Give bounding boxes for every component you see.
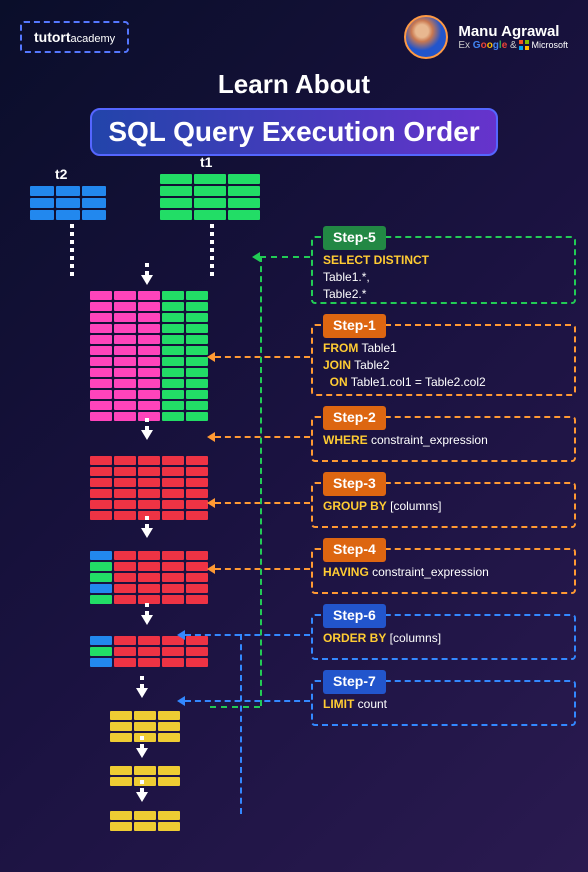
step-label: Step-6	[323, 604, 386, 628]
grid-limit2	[110, 811, 180, 831]
diagram-canvas: t2 t1 Step-5SELECT DISTINCTTable1.*,Tabl…	[0, 156, 588, 856]
arrow-down-icon	[136, 792, 148, 802]
step-label: Step-4	[323, 538, 386, 562]
flow-line	[70, 224, 74, 279]
step-2: Step-2WHERE constraint_expression	[311, 416, 576, 462]
arrow-left-icon	[207, 498, 215, 508]
connector-routed	[210, 706, 260, 708]
author-name: Manu Agrawal	[458, 23, 568, 40]
author-sub: Ex Google & Microsoft	[458, 40, 568, 51]
step-label: Step-5	[323, 226, 386, 250]
connector	[260, 256, 310, 258]
grid-t2	[30, 186, 106, 220]
grid-t1	[160, 174, 260, 220]
code-line: JOIN Table2	[323, 357, 564, 374]
connector	[215, 356, 310, 358]
code-line: LIMIT count	[323, 696, 564, 713]
connector	[215, 502, 310, 504]
author-avatar	[404, 15, 448, 59]
arrow-down-icon	[136, 688, 148, 698]
author-block: Manu Agrawal Ex Google & Microsoft	[404, 15, 568, 59]
arrow-down-icon	[141, 528, 153, 538]
connector	[215, 436, 310, 438]
code-line: HAVING constraint_expression	[323, 564, 564, 581]
connector-routed	[260, 256, 262, 706]
arrow-left-icon	[207, 564, 215, 574]
code-line: FROM Table1	[323, 340, 564, 357]
step-label: Step-7	[323, 670, 386, 694]
google-logo: Google	[473, 40, 507, 51]
step-7: Step-7LIMIT count	[311, 680, 576, 726]
code-line: Table2.*	[323, 286, 564, 303]
step-label: Step-2	[323, 406, 386, 430]
arrow-left-icon	[207, 352, 215, 362]
step-3: Step-3GROUP BY [columns]	[311, 482, 576, 528]
connector	[215, 568, 310, 570]
connector	[185, 634, 310, 636]
logo-bold: tutort	[34, 29, 71, 45]
flow-line	[210, 224, 214, 279]
arrow-left-icon	[177, 630, 185, 640]
title-line1: Learn About	[0, 69, 588, 100]
code-line: WHERE constraint_expression	[323, 432, 564, 449]
code-line: ON Table1.col1 = Table2.col2	[323, 374, 564, 391]
arrow-down-icon	[136, 748, 148, 758]
arrow-down-icon	[141, 275, 153, 285]
connector	[185, 700, 310, 702]
code-line: Table1.*,	[323, 269, 564, 286]
step-label: Step-1	[323, 314, 386, 338]
arrow-left-icon	[252, 252, 260, 262]
code-line: ORDER BY [columns]	[323, 630, 564, 647]
connector-routed	[240, 634, 242, 814]
code-line: GROUP BY [columns]	[323, 498, 564, 515]
step-1: Step-1FROM Table1JOIN Table2 ON Table1.c…	[311, 324, 576, 396]
title-line2: SQL Query Execution Order	[90, 108, 497, 156]
label-t2: t2	[55, 166, 67, 182]
step-4: Step-4HAVING constraint_expression	[311, 548, 576, 594]
grid-grouped	[90, 551, 208, 604]
arrow-left-icon	[177, 696, 185, 706]
grid-having	[90, 636, 208, 667]
microsoft-icon	[519, 40, 529, 50]
step-label: Step-3	[323, 472, 386, 496]
arrow-down-icon	[141, 615, 153, 625]
arrow-left-icon	[207, 432, 215, 442]
grid-ordered	[110, 711, 180, 742]
label-t1: t1	[200, 154, 212, 170]
logo-light: academy	[71, 33, 116, 45]
grid-joined	[90, 291, 208, 421]
step-6: Step-6ORDER BY [columns]	[311, 614, 576, 660]
grid-filtered	[90, 456, 208, 520]
logo: tutortacademy	[20, 21, 129, 53]
step-5: Step-5SELECT DISTINCTTable1.*,Table2.*	[311, 236, 576, 304]
code-line: SELECT DISTINCT	[323, 252, 564, 269]
title: Learn About SQL Query Execution Order	[0, 69, 588, 156]
grid-limit1	[110, 766, 180, 786]
arrow-down-icon	[141, 430, 153, 440]
